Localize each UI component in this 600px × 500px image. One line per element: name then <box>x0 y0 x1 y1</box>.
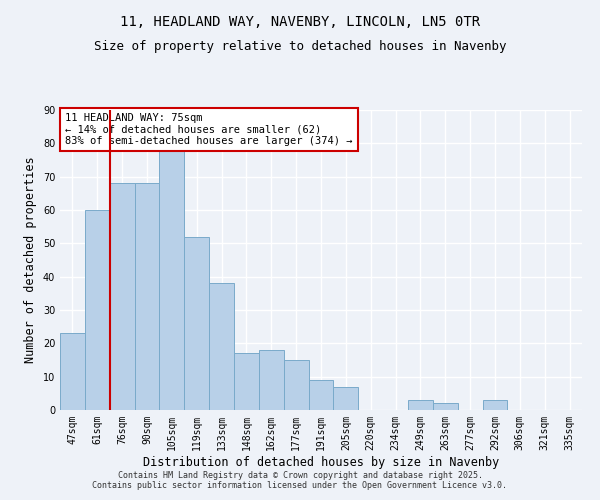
Bar <box>284 360 308 410</box>
Y-axis label: Number of detached properties: Number of detached properties <box>24 156 37 364</box>
Bar <box>184 236 209 410</box>
Bar <box>482 400 508 410</box>
Bar <box>60 334 85 410</box>
Bar <box>209 284 234 410</box>
X-axis label: Distribution of detached houses by size in Navenby: Distribution of detached houses by size … <box>143 456 499 468</box>
Text: 11 HEADLAND WAY: 75sqm
← 14% of detached houses are smaller (62)
83% of semi-det: 11 HEADLAND WAY: 75sqm ← 14% of detached… <box>65 113 353 146</box>
Bar <box>134 184 160 410</box>
Bar <box>110 184 134 410</box>
Bar <box>433 404 458 410</box>
Bar <box>308 380 334 410</box>
Bar <box>160 134 184 410</box>
Bar <box>85 210 110 410</box>
Bar <box>334 386 358 410</box>
Text: Contains HM Land Registry data © Crown copyright and database right 2025.
Contai: Contains HM Land Registry data © Crown c… <box>92 470 508 490</box>
Bar <box>234 354 259 410</box>
Text: 11, HEADLAND WAY, NAVENBY, LINCOLN, LN5 0TR: 11, HEADLAND WAY, NAVENBY, LINCOLN, LN5 … <box>120 15 480 29</box>
Bar <box>408 400 433 410</box>
Bar <box>259 350 284 410</box>
Text: Size of property relative to detached houses in Navenby: Size of property relative to detached ho… <box>94 40 506 53</box>
